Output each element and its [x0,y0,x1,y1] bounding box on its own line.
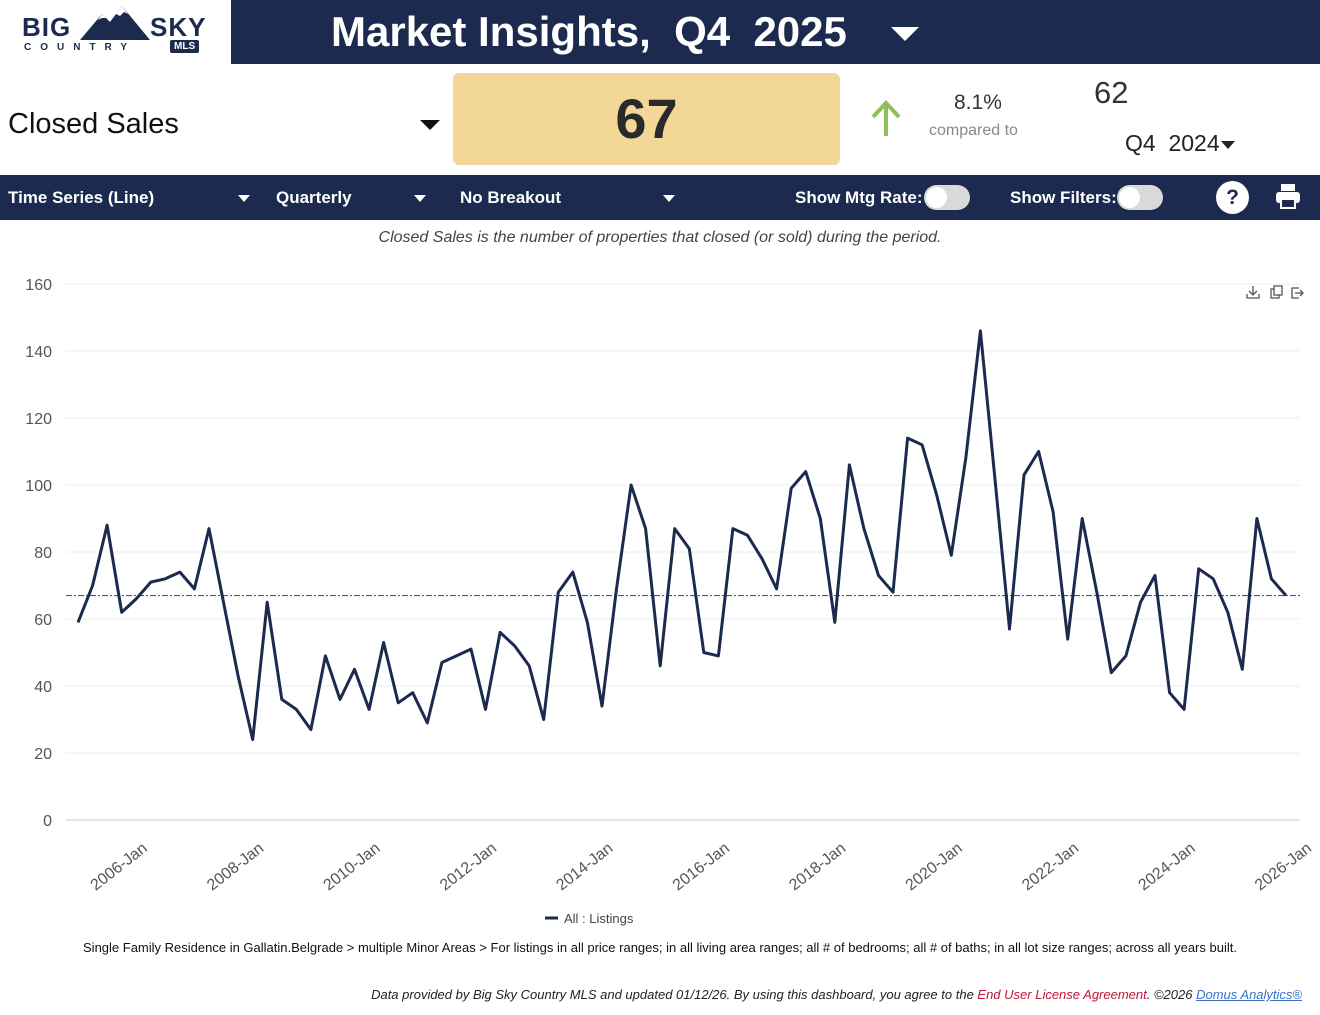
x-tick-label: 2006-Jan [88,840,151,894]
x-tick-label: 2026-Jan [1252,840,1315,894]
prior-period-select[interactable]: Q4 2024 [1125,130,1220,156]
logo[interactable]: BIG SKY COUNTRY MLS [0,0,231,64]
footer-text: Data provided by Big Sky Country MLS and… [371,987,978,1002]
chart-toolbar [1246,285,1304,299]
logo-big-text: BIG [22,12,72,42]
logo-sky-text: SKY [150,12,207,42]
filters-toggle[interactable] [1117,185,1163,210]
metric-select[interactable]: Closed Sales [8,108,179,140]
x-tick-label: 2008-Jan [204,840,267,894]
y-tick-label: 0 [43,813,52,830]
y-tick-label: 60 [34,612,52,629]
x-axis-ticks: 2006-Jan 2008-Jan 2010-Jan 2012-Jan 2014-Jan… [88,840,1315,894]
x-tick-label: 2012-Jan [437,840,500,894]
compared-to-label: compared to [929,122,1018,139]
chart-gridlines [66,283,1300,821]
series-line [76,329,1288,742]
y-tick-label: 160 [25,277,52,294]
x-tick-label: 2014-Jan [553,840,616,894]
x-tick-label: 2022-Jan [1019,840,1082,894]
footer: Data provided by Big Sky Country MLS and… [371,987,1302,1002]
y-tick-label: 40 [34,679,52,696]
filter-summary: Single Family Residence in Gallatin.Belg… [83,940,1237,955]
x-tick-label: 2020-Jan [903,840,966,894]
percent-change: 8.1% [954,91,1002,114]
breakout-caret-icon[interactable] [663,195,675,202]
interval-caret-icon[interactable] [414,195,426,202]
download-icon[interactable] [1246,286,1260,299]
logo-mls-badge: MLS [170,40,200,53]
kpi-value: 67 [615,87,678,150]
y-tick-label: 120 [25,411,52,428]
export-icon[interactable] [1291,287,1304,299]
page-title: Market Insights, Q4 2025 [331,8,847,55]
kpi-card: 67 [453,73,840,165]
breakout-select[interactable]: No Breakout [460,188,562,207]
mtg-rate-label: Show Mtg Rate: [795,188,923,207]
toggle-knob [926,187,947,208]
toggle-knob [1119,187,1140,208]
y-tick-label: 140 [25,344,52,361]
prior-period-value: 62 [1094,75,1129,110]
y-tick-label: 80 [34,545,52,562]
x-tick-label: 2016-Jan [670,840,733,894]
y-tick-label: 20 [34,746,52,763]
chart-legend[interactable]: All : Listings [545,911,634,926]
arrow-up-icon [871,100,901,136]
x-tick-label: 2010-Jan [321,840,384,894]
x-tick-label: 2024-Jan [1136,840,1199,894]
period-dropdown-caret-icon[interactable] [891,27,919,41]
title-bar: Market Insights, Q4 2025 [231,0,1320,64]
prior-period-caret-icon[interactable] [1221,141,1235,149]
metric-description: Closed Sales is the number of properties… [378,229,942,246]
chart-type-caret-icon[interactable] [238,195,250,202]
eula-link[interactable]: End User License Agreement [977,987,1147,1002]
logo-country-text: COUNTRY [24,42,137,53]
domus-link[interactable]: Domus Analytics® [1196,987,1302,1002]
filters-label: Show Filters: [1010,188,1117,207]
metric-dropdown-caret-icon[interactable] [420,120,440,130]
series-lines [76,329,1288,742]
y-axis-ticks: 0 20 40 60 80 100 120 140 160 [25,277,52,830]
interval-select[interactable]: Quarterly [276,188,352,207]
help-icon[interactable]: ? [1216,181,1249,214]
copy-icon[interactable] [1270,285,1283,299]
legend-label: All : Listings [564,911,634,926]
mtg-rate-toggle[interactable] [924,185,970,210]
footer-copyright: . ©2026 [1146,987,1197,1002]
mountain-icon [80,6,150,40]
print-icon[interactable] [1275,183,1301,209]
chart-type-select[interactable]: Time Series (Line) [8,188,155,207]
toolbar: Time Series (Line) Quarterly No Breakout… [0,175,1320,220]
x-tick-label: 2018-Jan [786,840,849,894]
y-tick-label: 100 [25,478,52,495]
